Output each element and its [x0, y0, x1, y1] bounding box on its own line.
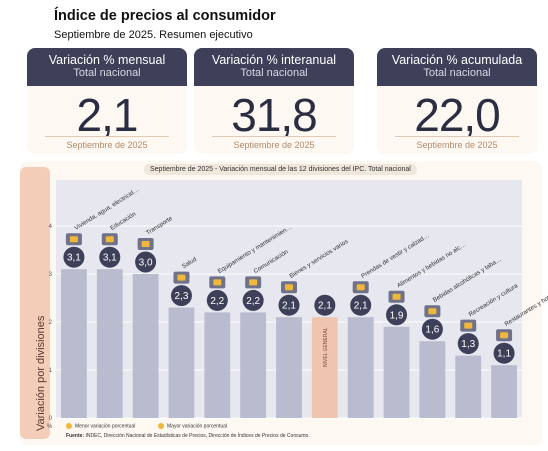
bar: [61, 269, 87, 418]
bar: [168, 307, 195, 418]
card-value: 2,1: [76, 89, 139, 141]
card-accumulated: Variación % acumulada Total nacional 22,…: [377, 48, 537, 154]
legend-max-label: Mayor variación porcentual: [167, 423, 228, 430]
value-label: 2,2: [210, 296, 224, 307]
source-text: INDEC, Dirección Nacional de Estadística…: [85, 433, 310, 439]
card-subtitle: Total nacional: [73, 67, 141, 79]
value-bubble: [63, 246, 85, 268]
legend-min: Menor variación porcentual: [66, 423, 135, 429]
value-label: 1,3: [461, 339, 475, 350]
card-monthly: Variación % mensual Total nacional 2,1 S…: [27, 48, 187, 154]
value-bubble: [314, 294, 336, 316]
value-label: 3,1: [103, 253, 117, 264]
phone-icon-accent: [249, 279, 258, 286]
bar-general: [311, 317, 338, 418]
bar: [276, 317, 302, 418]
card-yearly: Variación % interanual Total nacional 31…: [194, 48, 354, 154]
y-tick-label: 3: [49, 272, 53, 278]
bar: [455, 355, 482, 418]
bus-icon-accent: [141, 241, 150, 247]
source-label: Fuente:: [66, 433, 85, 439]
page-subtitle: Septiembre de 2025. Resumen ejecutivo: [54, 29, 253, 41]
value-label: 3,0: [139, 258, 153, 269]
y-tick-label: 0: [49, 416, 53, 422]
value-bubble: [278, 294, 300, 316]
bar: [491, 365, 517, 418]
food-icon-accent: [392, 293, 401, 300]
value-label: 1,9: [390, 310, 404, 321]
bar: [383, 326, 410, 418]
y-tick-label: 2: [49, 320, 53, 326]
value-label: 2,2: [246, 296, 260, 307]
card-subtitle: Total nacional: [240, 67, 308, 79]
card-header: Variación % interanual Total nacional: [194, 48, 354, 86]
music-sun-icon-accent: [464, 322, 473, 329]
legend-max-dot: [158, 423, 164, 429]
card-footer: Septiembre de 2025: [212, 136, 336, 150]
legend-min-dot: [66, 423, 72, 429]
card-value: 22,0: [414, 89, 501, 141]
card-title: Variación % acumulada: [391, 53, 523, 67]
value-bubble: [135, 251, 157, 273]
general-level-label: NIVEL GENERAL: [323, 327, 329, 367]
bar: [419, 341, 446, 418]
bottle-icon-accent: [428, 308, 437, 315]
y-axis-band: [20, 167, 50, 439]
value-label: 2,1: [282, 301, 296, 312]
value-label: 1,1: [497, 349, 511, 360]
page-title: Índice de precios al consumidor: [54, 8, 276, 24]
legend-max: Mayor variación porcentual: [158, 423, 227, 429]
value-label: 2,1: [318, 301, 332, 312]
value-bubble: [457, 333, 479, 355]
medical-cross-icon-accent: [177, 274, 186, 281]
legend-min-label: Menor variación porcentual: [75, 423, 136, 430]
value-bubble: [421, 318, 443, 340]
card-header: Variación % acumulada Total nacional: [377, 48, 537, 86]
books-icon-accent: [105, 236, 114, 243]
house-faucet-icon-accent: [69, 236, 78, 243]
percent-label: %: [47, 424, 53, 430]
bar: [347, 317, 374, 418]
value-bubble: [493, 342, 515, 364]
value-label: 1,6: [425, 325, 439, 336]
card-value: 31,8: [231, 89, 318, 141]
source-note: Fuente: INDEC, Dirección Nacional de Est…: [66, 433, 310, 439]
value-bubble: [242, 289, 264, 311]
card-title: Variación % mensual: [48, 53, 166, 67]
value-bubble: [386, 304, 408, 326]
card-footer: Septiembre de 2025: [45, 136, 169, 150]
value-label: 2,1: [354, 301, 368, 312]
bar: [132, 274, 159, 418]
value-bubble: [99, 246, 121, 268]
value-bubble: [170, 285, 192, 307]
card-header: Variación % mensual Total nacional: [27, 48, 187, 86]
value-bubble: [350, 294, 372, 316]
bar: [204, 312, 231, 418]
value-label: 2,3: [175, 291, 189, 302]
card-title: Variación % interanual: [211, 53, 337, 67]
shirt-icon-accent: [356, 284, 365, 291]
plate-cutlery-icon-accent: [500, 332, 509, 339]
bar: [96, 269, 123, 418]
y-tick-label: 4: [49, 224, 53, 230]
value-label: 3,1: [67, 253, 81, 264]
value-bubble: [206, 289, 228, 311]
tools-icon-accent: [213, 279, 222, 286]
card-subtitle: Total nacional: [423, 67, 491, 79]
y-tick-label: 1: [49, 368, 53, 374]
tag-icon-accent: [285, 284, 293, 291]
chart-title: Septiembre de 2025 - Variación mensual d…: [144, 164, 417, 175]
card-footer: Septiembre de 2025: [395, 136, 519, 150]
bar: [240, 312, 267, 418]
